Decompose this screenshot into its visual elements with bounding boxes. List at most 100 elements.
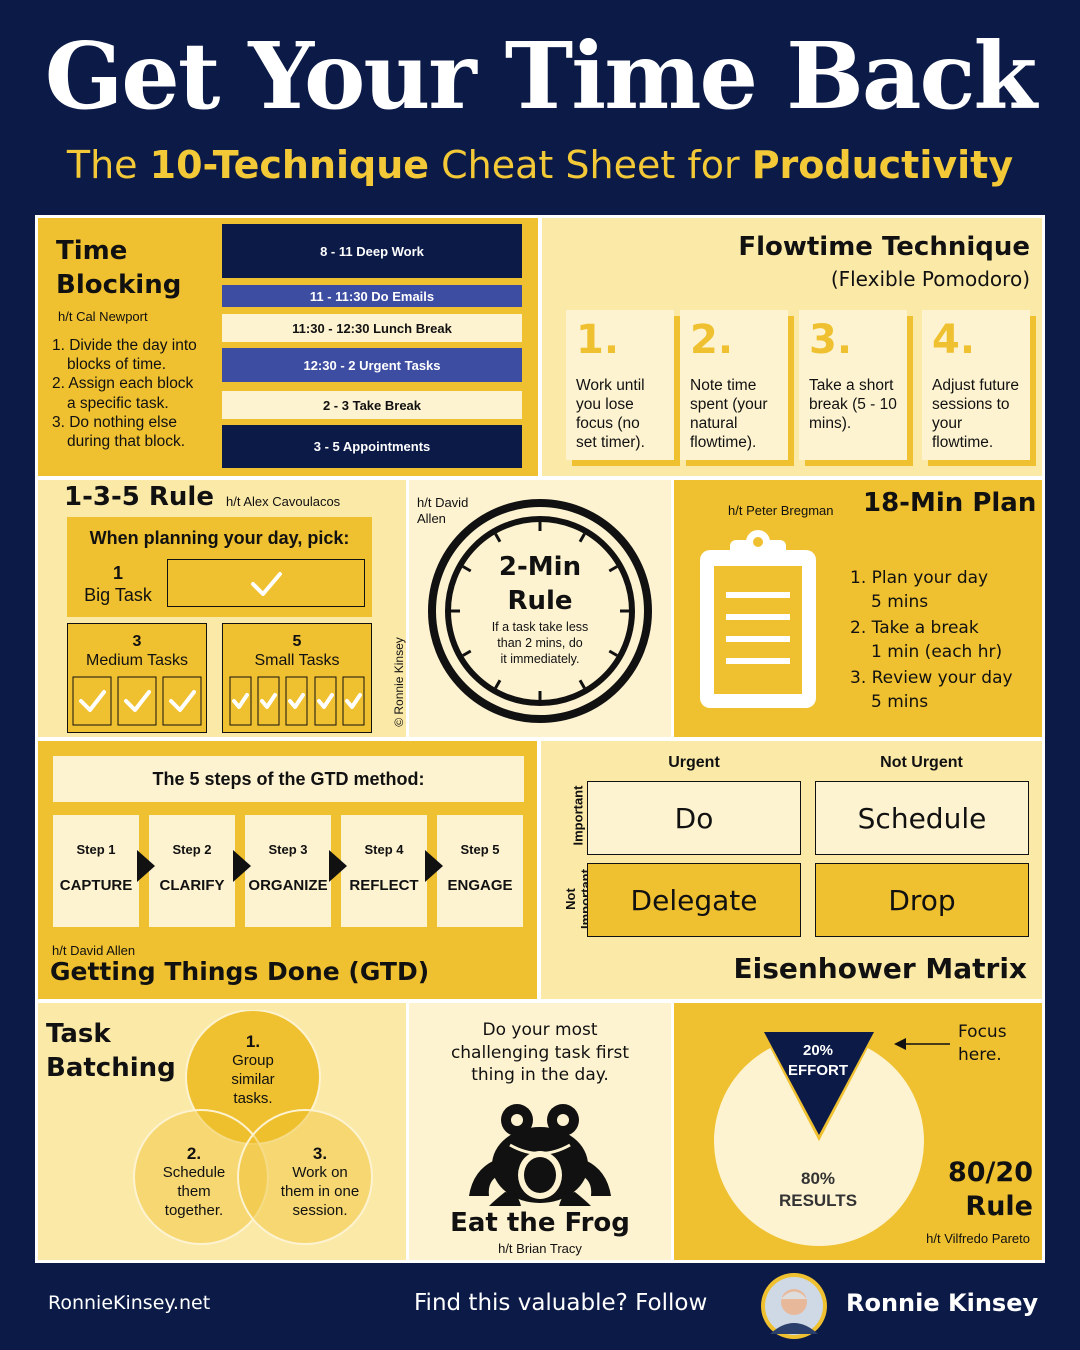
clock-tick <box>578 679 586 689</box>
pareto-title-line2: Rule <box>965 1191 1033 1222</box>
pareto-credit: h/t Vilfredo Pareto <box>926 1231 1030 1246</box>
frog-icon <box>469 1104 611 1206</box>
big-task-slot <box>167 559 365 607</box>
pie-icon <box>714 1030 924 1246</box>
flowtime-card: 1. Work until you lose focus (no set tim… <box>566 310 674 460</box>
page-subtitle: The 10-Technique Cheat Sheet for Product… <box>0 143 1080 187</box>
task-batching-title-line1: Task <box>46 1019 111 1049</box>
subtitle-bold-1: 10-Technique <box>149 143 430 187</box>
results-percent: 80% <box>800 1169 836 1188</box>
quadrant-schedule: Schedule <box>815 781 1029 855</box>
task-batching-title-line2: Batching <box>46 1053 176 1083</box>
results-text: RESULTS <box>778 1191 858 1210</box>
two-min-title-line1: 2-Min <box>498 552 582 582</box>
schedule-block: 2 - 3 Take Break <box>222 391 522 419</box>
flowtime-title: Flowtime Technique <box>738 232 1030 262</box>
effort-percent: 20% <box>802 1042 834 1059</box>
copyright: © Ronnie Kinsey <box>392 637 406 727</box>
gtd-step: Step 5 ENGAGE <box>437 815 523 927</box>
gtd-step-name: ENGAGE <box>447 877 513 894</box>
venn-2-line1: Schedule <box>162 1164 226 1181</box>
flowtime-card-number: 4. <box>932 317 976 363</box>
author-name[interactable]: Ronnie Kinsey <box>846 1289 1039 1317</box>
schedule-block: 11 - 11:30 Do Emails <box>222 285 522 307</box>
small-tasks-count: 5 <box>292 633 302 650</box>
venn-3-line3: session. <box>292 1202 348 1219</box>
small-tasks-text: Small Tasks <box>254 652 340 669</box>
two-min-credit-line2: Allen <box>417 511 446 526</box>
row-important: Important <box>570 785 586 846</box>
venn-1-line1: Group <box>232 1052 274 1069</box>
medium-tasks-label: 3 Medium Tasks <box>67 632 207 670</box>
task-batching-title: Task Batching <box>46 1017 176 1085</box>
flowtime-card: 2. Note time spent (your natural flowtim… <box>680 310 788 460</box>
gtd-step-number: Step 3 <box>268 842 308 857</box>
venn-2-line2: them <box>177 1183 211 1200</box>
plan-item-2: 2. Take a break <box>850 618 979 638</box>
venn-1-line3: tasks. <box>233 1090 273 1107</box>
plan-18-credit: h/t Peter Bregman <box>728 503 834 518</box>
clock-icon <box>428 499 652 723</box>
clock-tick <box>494 679 502 689</box>
venn-circle-3: 3. Work on them in one session. <box>266 1144 374 1220</box>
quadrant-drop: Drop <box>815 863 1029 937</box>
flowtime-card-number: 3. <box>809 317 853 363</box>
clock-tick <box>608 565 618 573</box>
clock-tick <box>578 533 586 543</box>
tb-step-2: 2. Assign each block <box>52 375 194 393</box>
gtd-credit: h/t David Allen <box>52 943 136 958</box>
flowtime-card: 4. Adjust future sessions to your flowti… <box>922 310 1030 460</box>
big-task-box <box>67 517 372 617</box>
venn-1-line2: similar <box>231 1071 275 1088</box>
time-blocking-title-line2: Blocking <box>56 270 182 300</box>
venn-3-line1: Work on <box>292 1164 348 1181</box>
rule-135-credit: h/t Alex Cavoulacos <box>226 494 341 509</box>
two-min-desc: If a task take less than 2 mins, do it i… <box>470 619 610 667</box>
arrow-right-icon <box>137 850 155 882</box>
eat-frog-credit: h/t Brian Tracy <box>498 1241 582 1256</box>
clock-tick <box>608 649 618 657</box>
venn-3-line2: them in one <box>280 1183 360 1200</box>
schedule-block: 11:30 - 12:30 Lunch Break <box>222 314 522 342</box>
arrow-right-icon <box>425 850 443 882</box>
flowtime-card-number: 1. <box>576 317 620 363</box>
tb-step-3-cont: during that block. <box>67 433 186 451</box>
venn-3-num: 3. <box>312 1144 328 1163</box>
effort-text: EFFORT <box>788 1062 848 1079</box>
plan-item-1-time: 5 mins <box>871 592 929 612</box>
focus-label: Focus here. <box>958 1021 1007 1066</box>
schedule-block: 12:30 - 2 Urgent Tasks <box>222 348 522 382</box>
clock-tick <box>462 649 472 657</box>
flowtime-card-text: Note time spent (your natural flowtime). <box>690 377 768 451</box>
clock-tick <box>494 533 502 543</box>
time-blocking-steps: 1. Divide the day into blocks of time. 2… <box>52 336 220 451</box>
eat-frog-text: Do your most challenging task first thin… <box>409 1019 671 1087</box>
subtitle-pre: The <box>66 143 150 187</box>
gtd-title: Getting Things Done (GTD) <box>50 957 430 986</box>
venn-2-line3: together. <box>164 1202 224 1219</box>
flowtime-card-number: 2. <box>690 317 734 363</box>
two-min-title: 2-Min Rule <box>470 550 610 618</box>
tb-step-1-cont: blocks of time. <box>67 356 167 374</box>
big-task-count: 1 <box>112 563 123 583</box>
pareto-title: 80/20 Rule <box>880 1156 1033 1224</box>
gtd-step: Step 2 CLARIFY <box>149 815 235 927</box>
site-link[interactable]: RonnieKinsey.net <box>48 1292 211 1314</box>
tb-step-3: 3. Do nothing else <box>52 413 177 431</box>
small-tasks-label: 5 Small Tasks <box>222 632 372 670</box>
plan-18-list: 1. Plan your day 5 mins 2. Take a break … <box>850 566 1013 714</box>
big-task-label: 1 Big Task <box>76 562 160 606</box>
time-blocking-title: Time Blocking <box>56 234 181 302</box>
two-min-credit-line1: h/t David <box>417 495 469 510</box>
rule-135-prompt: When planning your day, pick: <box>89 528 350 548</box>
avatar[interactable] <box>760 1272 828 1340</box>
gtd-step: Step 3 ORGANIZE <box>245 815 331 927</box>
two-min-desc-line2: than 2 mins, do <box>497 636 583 650</box>
eat-frog-text-line1: Do your most <box>482 1020 598 1040</box>
gtd-step-number: Step 5 <box>460 842 500 857</box>
venn-1-num: 1. <box>245 1032 261 1051</box>
medium-tasks-text: Medium Tasks <box>86 652 188 669</box>
plan-18-title: 18-Min Plan <box>863 488 1037 518</box>
plan-item-2-time: 1 min (each hr) <box>871 642 1003 662</box>
small-checkboxes <box>229 676 365 726</box>
